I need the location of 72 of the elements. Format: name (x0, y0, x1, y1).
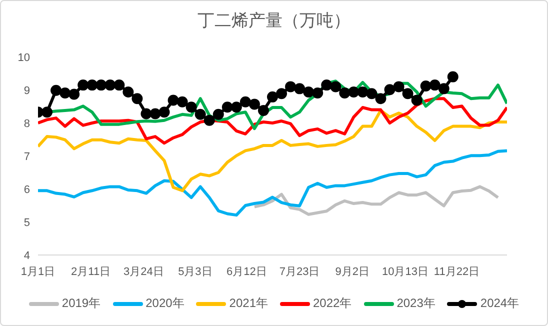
point (78, 80, 89, 91)
y-tick-label: 10 (18, 52, 30, 64)
point (285, 81, 296, 92)
point (96, 80, 107, 91)
point (86, 80, 98, 91)
point (330, 81, 342, 92)
point (384, 84, 396, 96)
y-tick-label: 5 (24, 216, 30, 229)
y-tick-label: 9 (24, 84, 30, 97)
point (212, 108, 224, 120)
point (267, 91, 278, 102)
point (150, 108, 161, 120)
x-tick-label: 1月1日 (20, 266, 56, 278)
point (321, 80, 332, 91)
point (50, 84, 62, 96)
point (114, 80, 125, 91)
point (60, 87, 71, 98)
point (132, 93, 143, 104)
point (42, 106, 53, 118)
point (375, 93, 386, 104)
x-tick-label: 9月2日 (335, 266, 370, 278)
point (68, 88, 80, 100)
x-tick-label: 10月13日 (382, 266, 428, 278)
point (447, 71, 458, 82)
point (158, 106, 170, 118)
point (248, 98, 260, 110)
point (204, 114, 215, 126)
point (122, 86, 134, 98)
legend-label: 2020年 (146, 295, 184, 312)
point (357, 86, 368, 98)
point (402, 88, 414, 100)
x-tick-label: 7月23日 (279, 266, 320, 278)
point (411, 94, 422, 106)
point (438, 83, 450, 94)
point (222, 102, 233, 113)
point (258, 104, 269, 116)
y-tick-label: 4 (24, 250, 30, 262)
point (230, 102, 242, 113)
y-tick-label: 7 (24, 150, 30, 163)
legend-label: 2021年 (229, 295, 268, 312)
legend-label: 2019年 (62, 295, 101, 312)
point (366, 88, 378, 100)
line-series (38, 149, 507, 217)
point (339, 87, 350, 98)
point (348, 86, 360, 98)
x-tick-label: 2月11日 (71, 266, 111, 278)
line-series (252, 185, 500, 216)
point (240, 96, 251, 108)
y-tick-label: 8 (24, 118, 30, 130)
point (194, 108, 206, 120)
x-tick-label: 5月3日 (178, 266, 212, 278)
legend-label: 2022年 (313, 295, 352, 312)
y-tick-label: 6 (24, 184, 30, 196)
point (420, 80, 432, 92)
line-series (38, 108, 507, 192)
point (429, 80, 440, 91)
point (276, 88, 288, 100)
x-tick-label: 3月24日 (123, 266, 164, 278)
point (168, 94, 179, 106)
point (303, 86, 314, 98)
point (176, 96, 188, 108)
point (312, 87, 324, 98)
chart-title: 丁二烯产量（万吨） (196, 10, 352, 32)
x-tick-label: 6月12日 (226, 266, 267, 278)
x-tick-label: 11月22日 (434, 266, 480, 278)
legend-label: 2023年 (396, 295, 436, 312)
point (186, 102, 197, 113)
point (294, 83, 306, 94)
point (140, 108, 152, 120)
point (104, 80, 116, 91)
legend-label: 2024年 (480, 295, 520, 312)
point (393, 81, 404, 92)
